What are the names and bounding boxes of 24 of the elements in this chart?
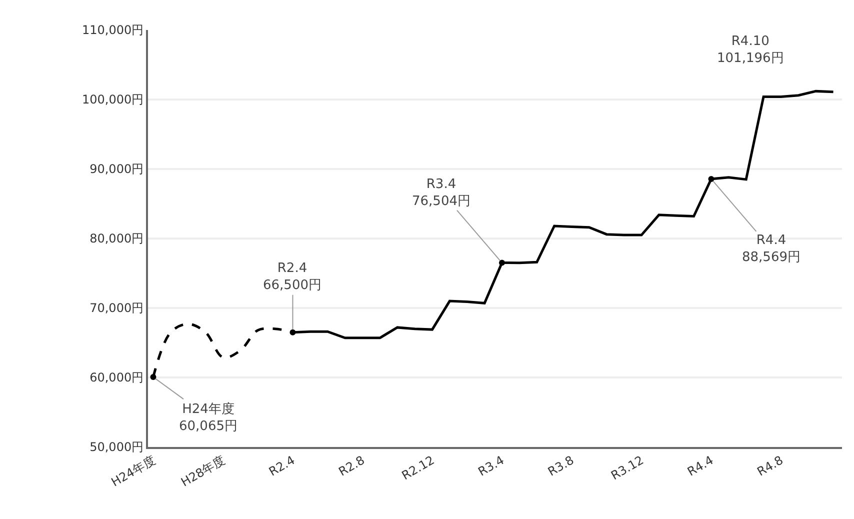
annotation: R2.4 66,500円 (263, 261, 322, 293)
y-tick-label: 100,000円 (82, 92, 144, 107)
annotation: R4.4 88,569円 (742, 233, 800, 265)
y-tick-label: 80,000円 (90, 232, 144, 246)
x-tick-label: R4.8 (754, 453, 786, 479)
x-tick-label: R3.8 (545, 453, 576, 479)
x-tick-label: H24年度 (108, 453, 158, 490)
point (150, 374, 156, 380)
point (708, 176, 714, 182)
x-tick-label: R2.8 (336, 453, 367, 479)
annotation: H24年度 60,065円 (179, 401, 238, 434)
point (290, 329, 296, 336)
y-tick-label: 60,000円 (90, 370, 144, 385)
x-tick-label: R4.4 (684, 453, 716, 479)
annotation: R4.10 101,196円 (717, 34, 784, 66)
x-tick-label: R3.4 (476, 453, 506, 479)
y-tick-label: 90,000円 (90, 162, 144, 176)
x-tick-label: R2.4 (266, 453, 298, 479)
point (498, 260, 505, 266)
annotation: R3.4 76,504円 (412, 177, 470, 209)
y-tick-label: 110,000円 (82, 23, 144, 38)
y-tick-label: 50,000円 (90, 440, 144, 454)
x-tick-label: H28年度 (178, 453, 228, 490)
y-tick-label: 70,000円 (90, 301, 144, 316)
